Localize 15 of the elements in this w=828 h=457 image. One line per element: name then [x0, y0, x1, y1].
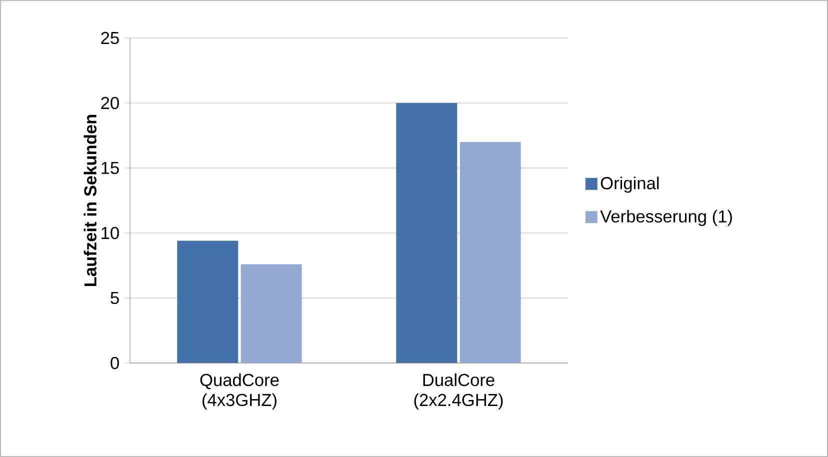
x-tick-label: DualCore (2x2.4GHZ) [414, 373, 503, 410]
y-tick-label: 0 [110, 356, 119, 370]
bar [240, 264, 302, 363]
legend-label: Original [600, 176, 659, 193]
legend-label: Verbesserung (1) [600, 210, 732, 226]
bar [460, 142, 521, 363]
y-tick-label: 15 [102, 162, 119, 174]
bar [177, 240, 238, 363]
y-tick-label: 10 [102, 226, 119, 240]
bar [396, 103, 458, 363]
x-tick-label: QuadCore (4x3GHZ) [200, 373, 279, 410]
y-tick-label: 25 [101, 32, 119, 44]
y-tick-label: 20 [101, 96, 119, 110]
y-axis-title: Laufzeit in Sekunden [84, 114, 96, 286]
y-tick-label: 5 [110, 292, 119, 304]
